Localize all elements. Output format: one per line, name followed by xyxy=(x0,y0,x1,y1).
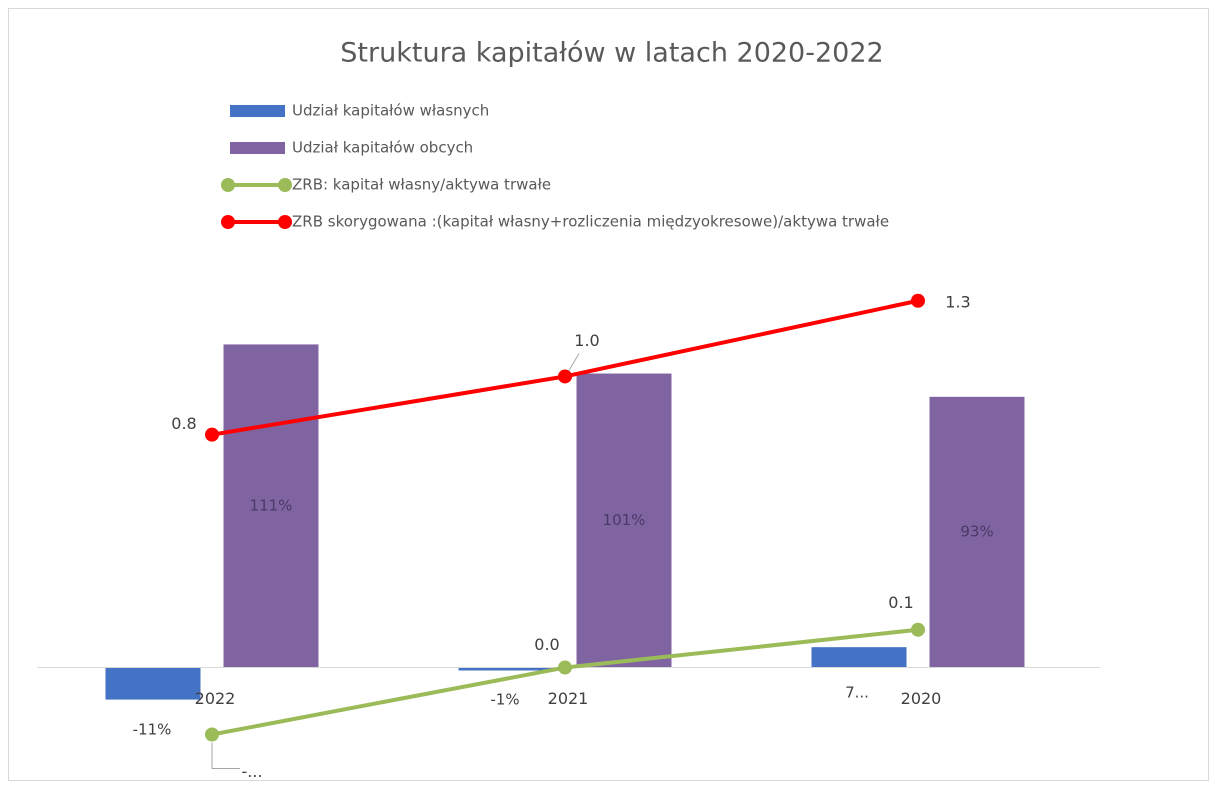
line-marker xyxy=(911,293,925,308)
line-marker xyxy=(911,622,925,637)
bar xyxy=(576,373,672,668)
x-tick-label: 2021 xyxy=(548,689,589,708)
line-marker xyxy=(205,427,219,442)
data-label: 0.8 xyxy=(171,414,196,433)
legend-marker xyxy=(278,215,292,229)
legend-marker xyxy=(221,178,235,192)
data-label: -... xyxy=(241,762,262,781)
legend-swatch xyxy=(230,105,285,117)
x-tick-label: 2020 xyxy=(901,689,942,708)
data-label: 101% xyxy=(603,511,646,529)
bar xyxy=(458,667,554,671)
legend-label: ZRB: kapitał własny/aktywa trwałe xyxy=(292,176,551,194)
legend-label: Udział kapitałów obcych xyxy=(292,139,473,157)
chart-title: Struktura kapitałów w latach 2020-2022 xyxy=(340,38,883,69)
legend-label: Udział kapitałów własnych xyxy=(292,102,489,120)
data-label: 1.0 xyxy=(574,331,599,350)
legend-marker xyxy=(278,178,292,192)
x-tick-label: 2022 xyxy=(195,689,236,708)
data-label: 111% xyxy=(250,496,293,514)
bar xyxy=(811,647,907,668)
line-marker xyxy=(205,727,219,742)
data-label: -11% xyxy=(133,721,172,739)
bar xyxy=(929,396,1025,668)
line-marker xyxy=(558,660,572,675)
legend-marker xyxy=(221,215,235,229)
leader-line xyxy=(568,353,580,371)
leader-line xyxy=(211,742,240,770)
data-label: 93% xyxy=(960,523,993,541)
data-label: 7... xyxy=(845,684,869,702)
data-label: 1.3 xyxy=(945,292,970,311)
bar xyxy=(105,667,201,700)
legend-swatch xyxy=(230,142,285,154)
bar xyxy=(223,344,319,668)
legend-label: ZRB skorygowana :(kapitał własny+rozlicz… xyxy=(292,213,889,231)
data-label: 0.1 xyxy=(888,593,913,612)
line-marker xyxy=(558,369,572,384)
data-label: -1% xyxy=(490,691,519,709)
data-label: 0.0 xyxy=(534,635,559,654)
